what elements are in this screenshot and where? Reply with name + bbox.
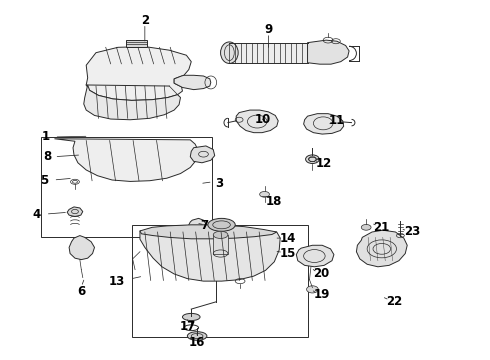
Text: 6: 6 — [77, 285, 85, 298]
Text: 22: 22 — [386, 295, 402, 308]
Ellipse shape — [220, 42, 238, 63]
Ellipse shape — [213, 231, 228, 238]
Ellipse shape — [306, 155, 319, 163]
Text: 16: 16 — [189, 336, 205, 348]
Polygon shape — [356, 230, 407, 267]
Polygon shape — [174, 75, 211, 90]
Text: 2: 2 — [141, 14, 149, 27]
Polygon shape — [189, 219, 206, 229]
Polygon shape — [304, 114, 343, 134]
Ellipse shape — [307, 286, 318, 293]
Text: 4: 4 — [32, 208, 41, 221]
Text: 14: 14 — [279, 231, 295, 244]
Text: 9: 9 — [264, 23, 272, 36]
Polygon shape — [296, 245, 334, 267]
Text: 3: 3 — [215, 177, 223, 190]
Polygon shape — [86, 46, 191, 100]
Ellipse shape — [187, 332, 207, 340]
Bar — [213, 235, 228, 253]
Text: 1: 1 — [42, 130, 49, 144]
Text: 12: 12 — [316, 157, 332, 170]
Polygon shape — [54, 139, 198, 181]
Text: 18: 18 — [266, 195, 282, 208]
Text: 13: 13 — [109, 275, 125, 288]
Polygon shape — [140, 231, 280, 281]
Text: 15: 15 — [279, 247, 295, 260]
Polygon shape — [67, 207, 83, 217]
Text: 19: 19 — [314, 288, 330, 301]
Polygon shape — [140, 225, 277, 239]
Text: 20: 20 — [314, 267, 330, 280]
Text: 17: 17 — [179, 320, 196, 333]
Ellipse shape — [182, 314, 200, 320]
Ellipse shape — [208, 219, 235, 231]
Polygon shape — [190, 146, 215, 163]
Polygon shape — [236, 110, 278, 133]
Text: 7: 7 — [200, 219, 208, 233]
Ellipse shape — [361, 225, 371, 230]
Bar — [229, 42, 308, 63]
Text: 11: 11 — [329, 114, 345, 127]
Text: 21: 21 — [373, 221, 389, 234]
Text: 23: 23 — [404, 225, 420, 238]
Polygon shape — [84, 85, 180, 120]
Polygon shape — [69, 235, 95, 260]
Polygon shape — [308, 40, 349, 64]
Ellipse shape — [260, 192, 270, 197]
Text: 5: 5 — [40, 174, 49, 186]
Text: 10: 10 — [255, 113, 271, 126]
Polygon shape — [126, 40, 147, 46]
Bar — [132, 225, 308, 337]
Text: 8: 8 — [44, 150, 52, 163]
Bar — [41, 137, 212, 237]
